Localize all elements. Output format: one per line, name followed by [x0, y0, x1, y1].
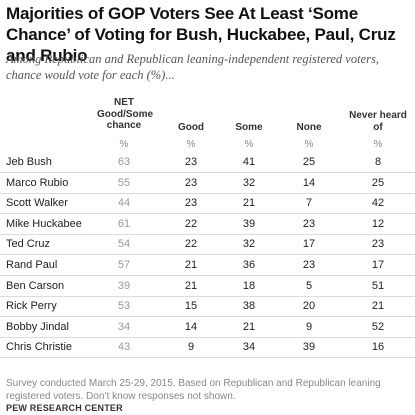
- cell-good: 15: [184, 300, 198, 313]
- cell-good: 22: [184, 238, 198, 251]
- cell-net: 55: [117, 176, 131, 189]
- cell-good: 23: [184, 197, 198, 210]
- candidate-name: Rand Paul: [6, 259, 58, 271]
- pct-good: %: [186, 139, 196, 150]
- cell-never: 51: [371, 279, 385, 292]
- row-divider: [0, 254, 415, 256]
- table-row: Scott Walker 44 23 21 7 42: [0, 193, 415, 213]
- table-row: Chris Christie 43 9 34 39 16: [0, 337, 415, 357]
- cell-some: 38: [242, 300, 256, 313]
- candidate-name: Ben Carson: [6, 279, 65, 292]
- cell-some: 18: [242, 279, 256, 292]
- cell-good: 21: [184, 259, 198, 271]
- cell-good: 23: [184, 176, 198, 189]
- table-row: Ben Carson 39 21 18 5 51: [0, 276, 415, 296]
- table-row: Bobby Jindal 34 14 21 9 52: [0, 317, 415, 337]
- header-net: NET Good/Some chance: [97, 97, 154, 131]
- cell-net: 34: [117, 320, 131, 333]
- cell-none: 20: [302, 300, 316, 313]
- header-never: Never heard of: [349, 110, 407, 133]
- header-some: Some: [235, 122, 263, 133]
- table-row: Rick Perry 53 15 38 20 21: [0, 296, 415, 316]
- candidate-name: Jeb Bush: [6, 156, 52, 168]
- cell-net: 44: [117, 197, 131, 210]
- cell-net: 57: [117, 259, 131, 271]
- cell-never: 21: [371, 300, 385, 313]
- footnote: Survey conducted March 25-29, 2015. Base…: [6, 378, 381, 402]
- candidate-name: Rick Perry: [6, 300, 57, 313]
- cell-some: 21: [242, 320, 256, 333]
- cell-never: 42: [371, 197, 385, 210]
- subtitle: Among Republican and Republican leaning-…: [6, 52, 379, 82]
- pct-net: %: [119, 139, 129, 150]
- cell-never: 25: [371, 176, 385, 189]
- table-row: Mike Huckabee 61 22 39 23 12: [0, 214, 415, 234]
- cell-never: 23: [371, 238, 385, 251]
- cell-never: 17: [371, 259, 385, 271]
- row-divider: [0, 357, 415, 359]
- cell-none: 25: [302, 156, 316, 168]
- pct-some: %: [244, 139, 254, 150]
- row-divider: [0, 336, 415, 338]
- row-divider: [0, 172, 415, 173]
- cell-none: 9: [305, 320, 313, 333]
- table-row: Jeb Bush 63 23 41 25 8: [0, 152, 415, 172]
- cell-none: 23: [302, 217, 316, 230]
- cell-net: 39: [117, 279, 131, 292]
- row-divider: [0, 295, 415, 297]
- row-divider: [0, 213, 415, 215]
- table-row: Rand Paul 57 21 36 23 17: [0, 255, 415, 275]
- header-none: None: [296, 122, 322, 133]
- cell-some: 36: [242, 259, 256, 271]
- source-label: PEW RESEARCH CENTER: [6, 403, 123, 413]
- cell-never: 52: [371, 320, 385, 333]
- cell-good: 22: [184, 217, 198, 230]
- table-row: Ted Cruz 54 22 32 17 23: [0, 234, 415, 254]
- row-divider: [0, 233, 415, 235]
- cell-good: 21: [184, 279, 198, 292]
- cell-none: 17: [302, 238, 316, 251]
- cell-net: 43: [117, 341, 131, 354]
- row-divider: [0, 316, 415, 318]
- cell-none: 39: [302, 341, 316, 354]
- pct-none: %: [304, 139, 314, 150]
- pct-never: %: [373, 139, 383, 150]
- cell-some: 39: [242, 217, 256, 230]
- cell-some: 41: [242, 156, 256, 168]
- cell-net: 61: [117, 217, 131, 230]
- cell-none: 14: [302, 176, 316, 189]
- page-title: Majorities of GOP Voters See At Least ‘S…: [6, 4, 396, 65]
- row-divider: [0, 275, 415, 276]
- candidate-name: Bobby Jindal: [6, 320, 69, 333]
- cell-net: 54: [117, 238, 131, 251]
- cell-good: 9: [187, 341, 195, 354]
- candidate-name: Ted Cruz: [6, 238, 51, 251]
- cell-good: 23: [184, 156, 198, 168]
- cell-some: 32: [242, 238, 256, 251]
- row-divider: [0, 192, 415, 194]
- cell-never: 12: [371, 217, 385, 230]
- candidate-name: Chris Christie: [6, 341, 73, 354]
- cell-net: 53: [117, 300, 131, 313]
- cell-net: 63: [117, 156, 131, 168]
- candidate-name: Scott Walker: [6, 197, 68, 210]
- cell-never: 16: [371, 341, 385, 354]
- table-row: Marco Rubio 55 23 32 14 25: [0, 173, 415, 193]
- cell-none: 5: [305, 279, 313, 292]
- cell-some: 21: [242, 197, 256, 210]
- cell-never: 8: [374, 156, 382, 168]
- cell-none: 7: [305, 197, 313, 210]
- cell-some: 32: [242, 176, 256, 189]
- candidate-name: Marco Rubio: [6, 176, 69, 189]
- cell-none: 23: [302, 259, 316, 271]
- cell-good: 14: [184, 320, 198, 333]
- header-good: Good: [177, 122, 205, 133]
- cell-some: 34: [242, 341, 256, 354]
- candidate-name: Mike Huckabee: [6, 217, 82, 230]
